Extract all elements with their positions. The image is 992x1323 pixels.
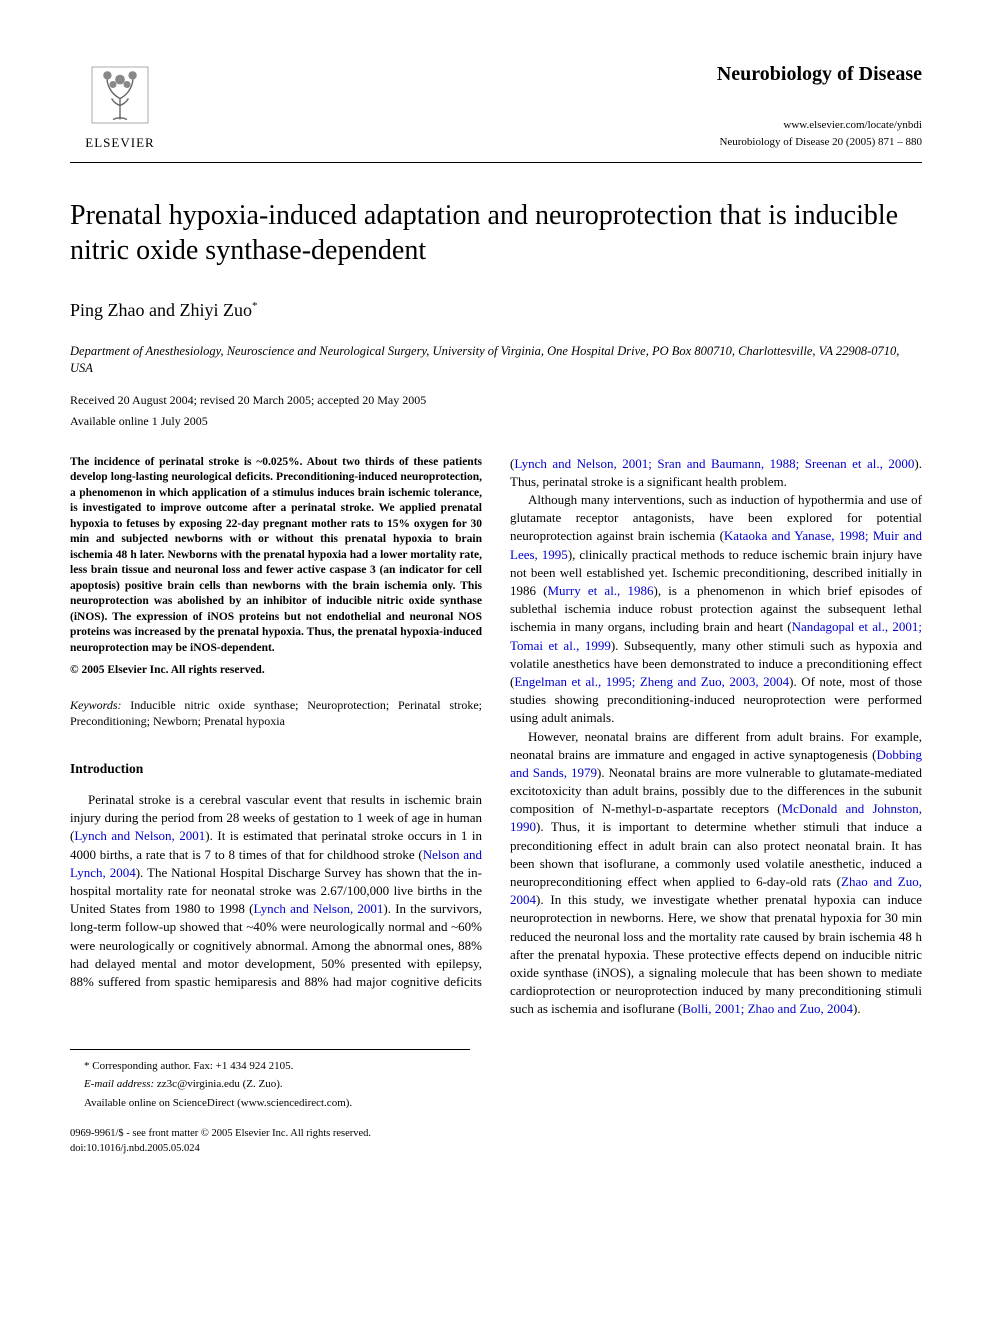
citation[interactable]: Lynch and Nelson, 2001 — [74, 828, 205, 843]
journal-info: Neurobiology of Disease www.elsevier.com… — [717, 60, 922, 151]
bottom-matter: 0969-9961/$ - see front matter © 2005 El… — [70, 1127, 922, 1156]
journal-url: www.elsevier.com/locate/ynbdi — [717, 118, 922, 133]
abstract-block: The incidence of perinatal stroke is ~0.… — [70, 455, 482, 679]
journal-citation: Neurobiology of Disease 20 (2005) 871 – … — [717, 135, 922, 150]
doi-line: doi:10.1016/j.nbd.2005.05.024 — [70, 1142, 922, 1157]
citation[interactable]: Lynch and Nelson, 2001; Sran and Baumann… — [514, 456, 914, 471]
corresponding-mark: * — [252, 300, 258, 312]
email-label: E-mail address: — [84, 1078, 154, 1090]
availability-note: Available online on ScienceDirect (www.s… — [70, 1095, 470, 1112]
publisher-logo: ELSEVIER — [70, 60, 170, 152]
two-column-body: The incidence of perinatal stroke is ~0.… — [70, 455, 922, 1019]
citation[interactable]: Murry et al., 1986 — [548, 583, 654, 598]
paragraph-3: However, neonatal brains are different f… — [510, 728, 922, 1019]
email-line: E-mail address: zz3c@virginia.edu (Z. Zu… — [70, 1076, 470, 1093]
copyright: © 2005 Elsevier Inc. All rights reserved… — [70, 662, 482, 678]
footnotes: * Corresponding author. Fax: +1 434 924 … — [70, 1049, 470, 1112]
corresponding-author-note: * Corresponding author. Fax: +1 434 924 … — [70, 1058, 470, 1075]
page-header: ELSEVIER Neurobiology of Disease www.els… — [70, 60, 922, 163]
affiliation: Department of Anesthesiology, Neuroscien… — [70, 343, 922, 377]
date-available: Available online 1 July 2005 — [70, 413, 922, 430]
publisher-name: ELSEVIER — [85, 134, 154, 152]
paragraph-2: Although many interventions, such as ind… — [510, 491, 922, 727]
keywords: Keywords: Inducible nitric oxide synthas… — [70, 697, 482, 731]
issn-line: 0969-9961/$ - see front matter © 2005 El… — [70, 1127, 922, 1142]
journal-name: Neurobiology of Disease — [717, 60, 922, 88]
date-received: Received 20 August 2004; revised 20 Marc… — [70, 392, 922, 409]
citation[interactable]: Bolli, 2001; Zhao and Zuo, 2004 — [682, 1001, 853, 1016]
elsevier-tree-icon — [85, 60, 155, 130]
email-address: zz3c@virginia.edu (Z. Zuo). — [154, 1078, 282, 1090]
keywords-list: Inducible nitric oxide synthase; Neuropr… — [70, 698, 482, 729]
citation[interactable]: Lynch and Nelson, 2001 — [253, 901, 383, 916]
abstract-text: The incidence of perinatal stroke is ~0.… — [70, 455, 482, 657]
citation[interactable]: Engelman et al., 1995; Zheng and Zuo, 20… — [514, 674, 789, 689]
section-heading-introduction: Introduction — [70, 760, 482, 779]
authors: Ping Zhao and Zhiyi Zuo* — [70, 298, 922, 323]
article-title: Prenatal hypoxia-induced adaptation and … — [70, 198, 922, 268]
author-names: Ping Zhao and Zhiyi Zuo — [70, 300, 252, 320]
keywords-label: Keywords: — [70, 698, 122, 712]
